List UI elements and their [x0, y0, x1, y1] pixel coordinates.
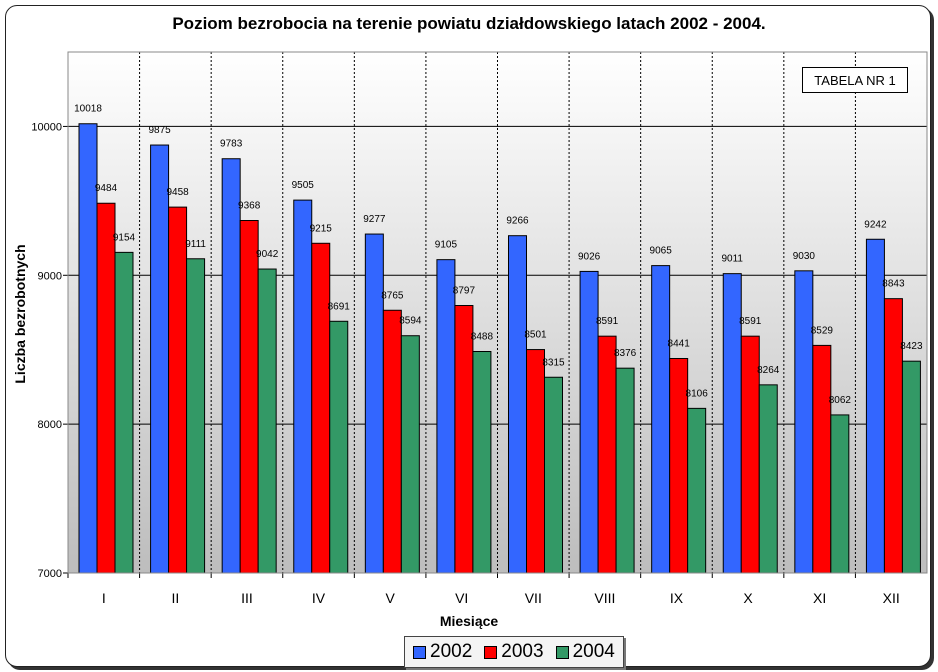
chart-title: Poziom bezrobocia na terenie powiatu dzi… — [172, 14, 766, 33]
x-tick-label: V — [385, 590, 395, 606]
x-axis-label: Miesiące — [439, 613, 499, 629]
data-label: 8264 — [757, 365, 780, 376]
bar-2003 — [96, 202, 116, 574]
bar-2003 — [382, 309, 402, 574]
data-label: 9065 — [650, 246, 673, 257]
bar-2002 — [221, 158, 241, 574]
bar-2004 — [901, 360, 921, 574]
legend-swatch — [413, 645, 426, 659]
data-label: 8062 — [829, 395, 852, 406]
legend: 2002 2003 2004 — [404, 636, 624, 668]
x-tick-label: IX — [670, 590, 684, 606]
data-label: 8591 — [739, 316, 762, 327]
y-tick-label: 9000 — [38, 270, 62, 282]
plot-border — [67, 51, 928, 574]
data-label: 8765 — [381, 290, 404, 301]
bar-2003 — [883, 298, 903, 574]
bar-2002 — [508, 235, 527, 574]
bar-2002 — [651, 265, 671, 574]
x-tick-label: X — [743, 590, 753, 606]
table-annotation: TABELA NR 1 — [802, 67, 908, 93]
bar-2002 — [293, 199, 313, 574]
bar-2004 — [114, 251, 134, 574]
data-label: 8315 — [542, 357, 565, 368]
bar-2004 — [472, 351, 492, 574]
data-label: 9042 — [256, 249, 279, 260]
bar-2002 — [794, 270, 814, 574]
data-label: 8423 — [900, 341, 923, 352]
data-label: 9458 — [166, 187, 189, 198]
data-label: 9266 — [506, 216, 529, 227]
bar-2002 — [150, 144, 170, 574]
legend-swatch — [484, 645, 498, 659]
data-label: 9783 — [220, 139, 243, 150]
data-label: 10018 — [74, 104, 102, 115]
y-tick-label: 10000 — [31, 121, 62, 133]
x-tick-label: IV — [312, 590, 326, 606]
data-label: 8106 — [686, 388, 709, 399]
data-label: 9154 — [113, 232, 136, 243]
bar-2003 — [597, 335, 617, 574]
bar-2004 — [186, 258, 206, 574]
data-label: 9030 — [793, 251, 816, 262]
bar-2002 — [436, 259, 456, 574]
data-label: 9484 — [95, 183, 118, 194]
x-tick-label: II — [171, 590, 179, 606]
x-tick-label: XI — [813, 590, 826, 606]
data-label: 9875 — [148, 125, 171, 136]
bar-2004 — [687, 407, 707, 574]
legend-swatch — [555, 645, 569, 659]
data-label: 9242 — [864, 219, 887, 230]
legend-item-2003: 2003 — [484, 641, 544, 663]
bar-2003 — [239, 220, 259, 574]
bar-2004 — [830, 414, 850, 574]
bar-2003 — [812, 344, 832, 574]
x-tick-label: III — [241, 590, 253, 606]
bar-2004 — [329, 320, 349, 574]
data-label: 8529 — [811, 325, 834, 336]
data-label: 8488 — [471, 332, 494, 343]
data-label: 8501 — [524, 330, 547, 341]
data-label: 9368 — [238, 201, 261, 212]
legend-label: 2002 — [430, 641, 473, 662]
bar-2003 — [311, 242, 331, 574]
y-tick-label: 7000 — [38, 568, 62, 580]
bar-2004 — [758, 384, 778, 574]
legend-label: 2003 — [501, 641, 544, 662]
data-label: 9105 — [435, 240, 458, 251]
x-tick-label: XII — [883, 590, 900, 606]
bar-2002 — [364, 233, 384, 574]
bar-2004 — [400, 335, 420, 574]
data-label: 8376 — [614, 348, 637, 359]
bar-2003 — [454, 305, 474, 574]
legend-item-2002: 2002 — [413, 641, 472, 663]
data-label: 8691 — [328, 301, 351, 312]
data-label: 9215 — [310, 223, 333, 234]
data-label: 8441 — [668, 338, 691, 349]
x-tick-label: VII — [525, 590, 542, 606]
data-label: 8843 — [882, 279, 905, 290]
y-tick-label: 8000 — [38, 419, 62, 431]
x-tick-label: VI — [455, 590, 468, 606]
data-label: 8594 — [399, 316, 422, 327]
data-label: 9026 — [578, 251, 601, 262]
data-label: 9505 — [292, 180, 315, 191]
legend-label: 2004 — [572, 641, 615, 662]
bar-2004 — [615, 367, 635, 574]
data-label: 9011 — [721, 254, 743, 265]
x-tick-label: VIII — [594, 590, 615, 606]
data-label: 8591 — [596, 316, 619, 327]
data-label: 9277 — [363, 214, 386, 225]
y-axis-label: Liczba bezrobotnych — [12, 244, 28, 384]
data-label: 9111 — [185, 239, 206, 250]
bar-2003 — [526, 349, 545, 574]
legend-item-2004: 2004 — [555, 641, 615, 663]
data-label: 8797 — [453, 286, 476, 297]
bar-2003 — [168, 206, 188, 574]
x-tick-label: I — [102, 590, 106, 606]
bar-2004 — [257, 268, 277, 574]
bar-2004 — [544, 376, 563, 574]
